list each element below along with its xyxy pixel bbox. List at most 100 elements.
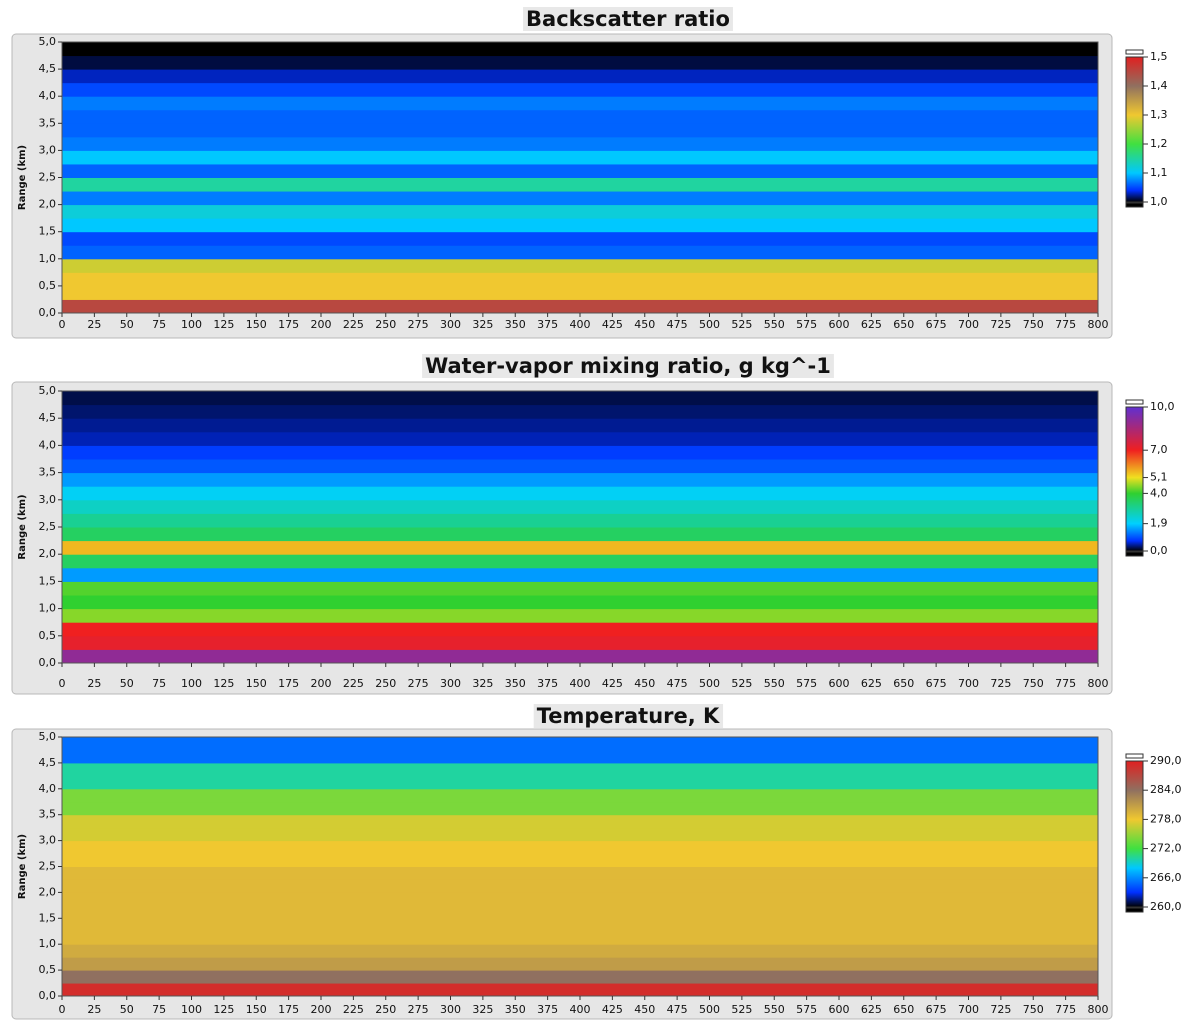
x-tick-label: 250: [375, 1003, 396, 1016]
x-tick-label: 25: [87, 677, 101, 690]
heatmap-band: [62, 404, 1098, 419]
colorbar-tick-label: 1,4: [1150, 79, 1168, 92]
y-tick-label: 3,5: [39, 116, 57, 129]
x-tick-label: 125: [213, 318, 234, 331]
y-tick-label: 2,0: [39, 547, 57, 560]
y-tick-label: 4,0: [39, 89, 57, 102]
x-tick-label: 650: [893, 677, 914, 690]
heatmap-band: [62, 649, 1098, 664]
chart-title: Temperature, K: [537, 704, 720, 728]
heatmap-band: [62, 567, 1098, 582]
y-tick-label: 2,5: [39, 520, 57, 533]
x-tick-label: 325: [472, 318, 493, 331]
x-tick-label: 125: [213, 677, 234, 690]
y-tick-label: 2,0: [39, 885, 57, 898]
heatmap-band: [62, 245, 1098, 260]
heatmap-band: [62, 96, 1098, 111]
colorbar-tick-label: 1,0: [1150, 195, 1168, 208]
x-tick-label: 275: [408, 318, 429, 331]
colorbar-tick-label: 5,1: [1150, 471, 1168, 484]
x-tick-label: 0: [59, 318, 66, 331]
x-tick-label: 725: [990, 677, 1011, 690]
heatmap-band: [62, 177, 1098, 192]
y-tick-label: 1,0: [39, 937, 57, 950]
heatmap-band: [62, 285, 1098, 300]
heatmap-band: [62, 150, 1098, 165]
x-tick-label: 225: [343, 1003, 364, 1016]
x-tick-label: 225: [343, 677, 364, 690]
x-tick-label: 300: [440, 1003, 461, 1016]
colorbar-tick-label: 260,0: [1150, 900, 1182, 913]
x-tick-label: 550: [764, 318, 785, 331]
x-tick-label: 500: [699, 318, 720, 331]
x-tick-label: 175: [278, 1003, 299, 1016]
heatmap-band: [62, 391, 1098, 406]
colorbar-tick-label: 290,0: [1150, 754, 1182, 767]
heatmap-band: [62, 635, 1098, 650]
y-tick-label: 4,5: [39, 62, 57, 75]
y-tick-label: 2,0: [39, 198, 57, 211]
x-tick-label: 800: [1088, 318, 1109, 331]
heatmap-band: [62, 513, 1098, 528]
heatmap-band: [62, 918, 1098, 932]
x-tick-label: 150: [246, 318, 267, 331]
x-tick-label: 350: [505, 1003, 526, 1016]
y-tick-label: 2,5: [39, 171, 57, 184]
title-bg: [523, 7, 733, 31]
x-tick-label: 325: [472, 1003, 493, 1016]
x-tick-label: 375: [537, 1003, 558, 1016]
y-tick-label: 5,0: [39, 730, 57, 743]
colorbar-tick-label: 266,0: [1150, 871, 1182, 884]
x-tick-label: 125: [213, 1003, 234, 1016]
heatmap-band: [62, 892, 1098, 906]
colorbar-tick-label: 1,5: [1150, 50, 1168, 63]
chart-title: Backscatter ratio: [526, 7, 730, 31]
x-tick-label: 50: [120, 677, 134, 690]
colorbar-cap: [1125, 202, 1144, 208]
x-tick-label: 475: [667, 677, 688, 690]
y-tick-label: 3,0: [39, 493, 57, 506]
y-tick-label: 0,5: [39, 963, 57, 976]
x-tick-label: 725: [990, 318, 1011, 331]
x-tick-label: 250: [375, 677, 396, 690]
x-tick-label: 650: [893, 1003, 914, 1016]
x-tick-label: 700: [958, 1003, 979, 1016]
x-tick-label: 300: [440, 677, 461, 690]
y-tick-label: 0,5: [39, 279, 57, 292]
heatmap-band: [62, 775, 1098, 790]
x-tick-label: 500: [699, 1003, 720, 1016]
x-tick-label: 350: [505, 677, 526, 690]
x-tick-label: 75: [152, 677, 166, 690]
x-tick-label: 600: [829, 318, 850, 331]
x-tick-label: 750: [1023, 318, 1044, 331]
heatmap-band: [62, 957, 1098, 971]
heatmap-band: [62, 109, 1098, 124]
heatmap-band: [62, 486, 1098, 501]
y-tick-label: 0,0: [39, 306, 57, 319]
heatmap-band: [62, 136, 1098, 151]
heatmap-band: [62, 931, 1098, 945]
x-tick-label: 575: [796, 1003, 817, 1016]
colorbar-tick-label: 10,0: [1150, 400, 1175, 413]
heatmap-band: [62, 527, 1098, 542]
heatmap-band: [62, 459, 1098, 474]
colorbar-tick-label: 1,3: [1150, 108, 1168, 121]
x-tick-label: 200: [311, 1003, 332, 1016]
x-tick-label: 675: [926, 318, 947, 331]
heatmap-band: [62, 554, 1098, 569]
x-tick-label: 225: [343, 318, 364, 331]
x-tick-label: 325: [472, 677, 493, 690]
x-tick-label: 425: [602, 677, 623, 690]
x-tick-label: 800: [1088, 677, 1109, 690]
colorbar-cap: [1125, 49, 1144, 55]
colorbar-tick-label: 284,0: [1150, 783, 1182, 796]
colorbar-cap: [1125, 399, 1144, 405]
colorbar-tick-label: 272,0: [1150, 842, 1182, 855]
colorbar-cap: [1125, 551, 1144, 557]
x-tick-label: 400: [570, 1003, 591, 1016]
heatmap-band: [62, 299, 1098, 314]
heatmap-band: [62, 749, 1098, 764]
heatmap-band: [62, 737, 1098, 751]
x-tick-label: 375: [537, 318, 558, 331]
